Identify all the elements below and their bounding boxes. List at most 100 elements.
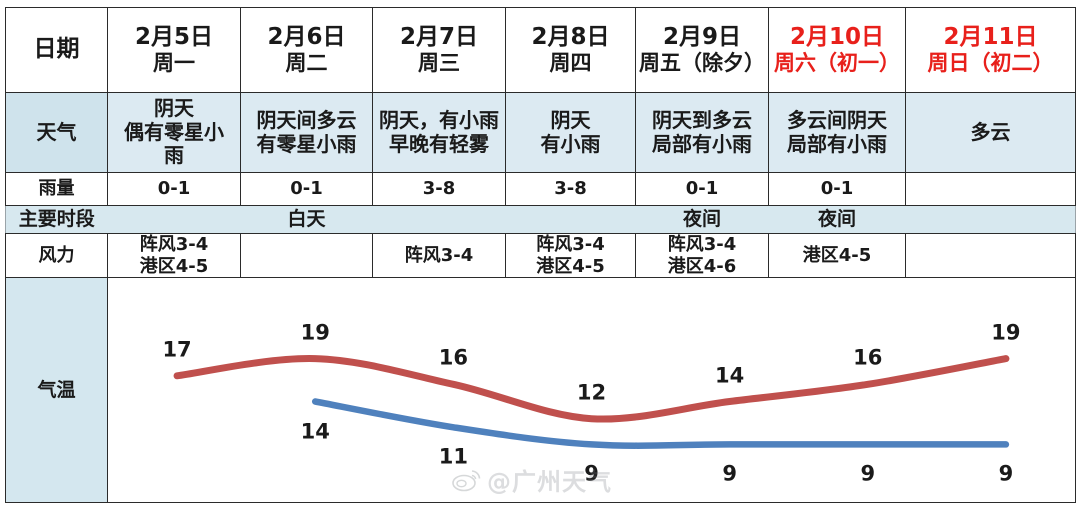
row-label-rainfall: 雨量 bbox=[5, 172, 108, 206]
date-text-6: 2月11日 bbox=[943, 24, 1038, 51]
rainfall-row: 雨量 0-1 0-1 3-8 3-8 0-1 0-1 bbox=[5, 172, 1076, 206]
row-label-wind: 风力 bbox=[5, 233, 108, 278]
weather-line-0-3: 雨 bbox=[164, 143, 184, 168]
high-temp-label-1: 19 bbox=[300, 320, 330, 345]
low-temp-label-3: 9 bbox=[584, 462, 599, 487]
low-temp-line bbox=[311, 398, 1010, 449]
date-row: 日期 2月5日 周一 2月6日 周二 2月7日 周三 2月8日 周四 2月9日 … bbox=[5, 7, 1076, 93]
weather-cell-4: 阴天到多云 局部有小雨 bbox=[635, 92, 769, 173]
rainfall-cell-4: 0-1 bbox=[635, 172, 769, 206]
weather-line-4-1: 阴天到多云 bbox=[652, 107, 752, 132]
weather-line-1-1: 阴天间多云 bbox=[256, 107, 357, 132]
period-cell-3 bbox=[505, 205, 636, 234]
wind-row: 风力 阵风3-4 港区4-5 阵风3-4 阵风3-4 港区4-5 阵风3-4 港… bbox=[5, 233, 1076, 278]
weekday-text-6: 周日（初二） bbox=[927, 51, 1054, 76]
weekday-text-0: 周一 bbox=[153, 51, 195, 76]
weather-cell-5: 多云间阴天 局部有小雨 bbox=[768, 92, 906, 173]
weather-line-3-1: 阴天 bbox=[550, 107, 591, 132]
weather-line-4-2: 局部有小雨 bbox=[652, 131, 752, 156]
period-cell-0 bbox=[107, 205, 241, 234]
rainfall-cell-2: 3-8 bbox=[372, 172, 506, 206]
period-cell-4: 夜间 bbox=[635, 205, 769, 234]
date-text-0: 2月5日 bbox=[134, 24, 213, 51]
date-cell-5: 2月10日 周六（初一） bbox=[768, 7, 906, 93]
high-temp-label-3: 12 bbox=[576, 380, 607, 405]
weather-cell-1: 阴天间多云 有零星小雨 bbox=[240, 92, 373, 173]
high-temp-label-2: 16 bbox=[438, 345, 468, 370]
high-temp-label-5: 16 bbox=[853, 345, 883, 370]
forecast-table: 日期 2月5日 周一 2月6日 周二 2月7日 周三 2月8日 周四 2月9日 … bbox=[5, 7, 1076, 503]
wind-line-0-2: 港区4-5 bbox=[139, 255, 209, 277]
date-text-1: 2月6日 bbox=[267, 24, 346, 51]
weekday-text-2: 周三 bbox=[418, 51, 460, 76]
wind-cell-1 bbox=[240, 233, 373, 278]
low-temp-label-6: 9 bbox=[998, 462, 1014, 487]
wind-line-4-2: 港区4-6 bbox=[667, 255, 737, 277]
date-text-5: 2月10日 bbox=[789, 24, 884, 51]
row-label-weather: 天气 bbox=[5, 92, 108, 173]
date-text-2: 2月7日 bbox=[399, 24, 478, 51]
rainfall-cell-3: 3-8 bbox=[505, 172, 636, 206]
weather-line-5-2: 局部有小雨 bbox=[787, 131, 887, 156]
row-label-temperature: 气温 bbox=[5, 277, 108, 503]
weather-line-5-1: 多云间阴天 bbox=[787, 107, 887, 132]
wind-line-3-2: 港区4-5 bbox=[536, 255, 605, 277]
period-cell-1: 白天 bbox=[240, 205, 373, 234]
weather-line-2-2: 早晚有轻雾 bbox=[389, 131, 489, 156]
weather-line-1-2: 有零星小雨 bbox=[256, 131, 357, 156]
low-temp-label-1: 14 bbox=[300, 419, 330, 444]
weekday-text-3: 周四 bbox=[549, 51, 592, 76]
period-cell-2 bbox=[372, 205, 506, 234]
weekday-text-1: 周二 bbox=[285, 51, 328, 76]
high-temp-label-6: 19 bbox=[991, 320, 1021, 345]
rainfall-cell-1: 0-1 bbox=[240, 172, 373, 206]
wind-cell-4: 阵风3-4 港区4-6 bbox=[635, 233, 769, 278]
row-label-period: 主要时段 bbox=[5, 205, 108, 234]
date-text-4: 2月9日 bbox=[662, 24, 741, 51]
weather-line-0-1: 阴天 bbox=[154, 96, 194, 121]
row-label-date: 日期 bbox=[5, 7, 108, 93]
high-temp-label-0: 17 bbox=[162, 337, 192, 362]
wind-line-2-1: 阵风3-4 bbox=[404, 244, 474, 266]
high-temp-line bbox=[173, 355, 1010, 423]
wind-line-4-1: 阵风3-4 bbox=[667, 234, 737, 256]
weekday-text-5: 周六（初一） bbox=[774, 51, 900, 76]
date-cell-0: 2月5日 周一 bbox=[107, 7, 241, 93]
weather-cell-0: 阴天 偶有零星小 雨 bbox=[107, 92, 241, 173]
weather-cell-6: 多云 bbox=[905, 92, 1076, 173]
wind-cell-2: 阵风3-4 bbox=[372, 233, 506, 278]
date-cell-4: 2月9日 周五（除夕） bbox=[635, 7, 769, 93]
temperature-chart-svg bbox=[173, 355, 1010, 449]
date-cell-3: 2月8日 周四 bbox=[505, 7, 636, 93]
wind-cell-3: 阵风3-4 港区4-5 bbox=[505, 233, 636, 278]
weather-cell-3: 阴天 有小雨 bbox=[505, 92, 636, 173]
wind-cell-6 bbox=[905, 233, 1076, 278]
temperature-chart-cell: 17 19 16 12 14 16 19 14 11 9 9 9 9 bbox=[107, 277, 1076, 503]
period-cell-5: 夜间 bbox=[768, 205, 906, 234]
weather-line-2-1: 阴天，有小雨 bbox=[379, 107, 499, 132]
high-temp-label-4: 14 bbox=[715, 363, 745, 388]
watermark: @广州天气 bbox=[452, 462, 612, 497]
period-cell-6 bbox=[905, 205, 1076, 234]
date-cell-1: 2月6日 周二 bbox=[240, 7, 373, 93]
low-temp-label-5: 9 bbox=[860, 462, 876, 487]
weekday-text-4: 周五（除夕） bbox=[639, 51, 765, 76]
rainfall-cell-5: 0-1 bbox=[768, 172, 906, 206]
weather-cell-2: 阴天，有小雨 早晚有轻雾 bbox=[372, 92, 506, 173]
rainfall-cell-0: 0-1 bbox=[107, 172, 241, 206]
wind-line-5-1: 港区4-5 bbox=[802, 244, 872, 266]
period-row: 主要时段 白天 夜间 夜间 bbox=[5, 205, 1076, 234]
wind-cell-5: 港区4-5 bbox=[768, 233, 906, 278]
temperature-chart: 17 19 16 12 14 16 19 14 11 9 9 9 9 bbox=[109, 279, 1075, 502]
weather-line-6-1: 多云 bbox=[970, 119, 1011, 144]
wind-line-3-1: 阵风3-4 bbox=[536, 234, 605, 256]
date-cell-6: 2月11日 周日（初二） bbox=[905, 7, 1076, 93]
date-cell-2: 2月7日 周三 bbox=[372, 7, 506, 93]
low-temp-label-2: 11 bbox=[438, 444, 468, 469]
temperature-row: 气温 17 19 16 12 14 16 19 14 11 9 9 9 9 bbox=[5, 277, 1076, 503]
low-temp-label-4: 9 bbox=[722, 462, 737, 487]
watermark-text: @广州天气 bbox=[487, 468, 612, 496]
rainfall-cell-6 bbox=[905, 172, 1076, 206]
weather-line-0-2: 偶有零星小 bbox=[124, 119, 224, 144]
